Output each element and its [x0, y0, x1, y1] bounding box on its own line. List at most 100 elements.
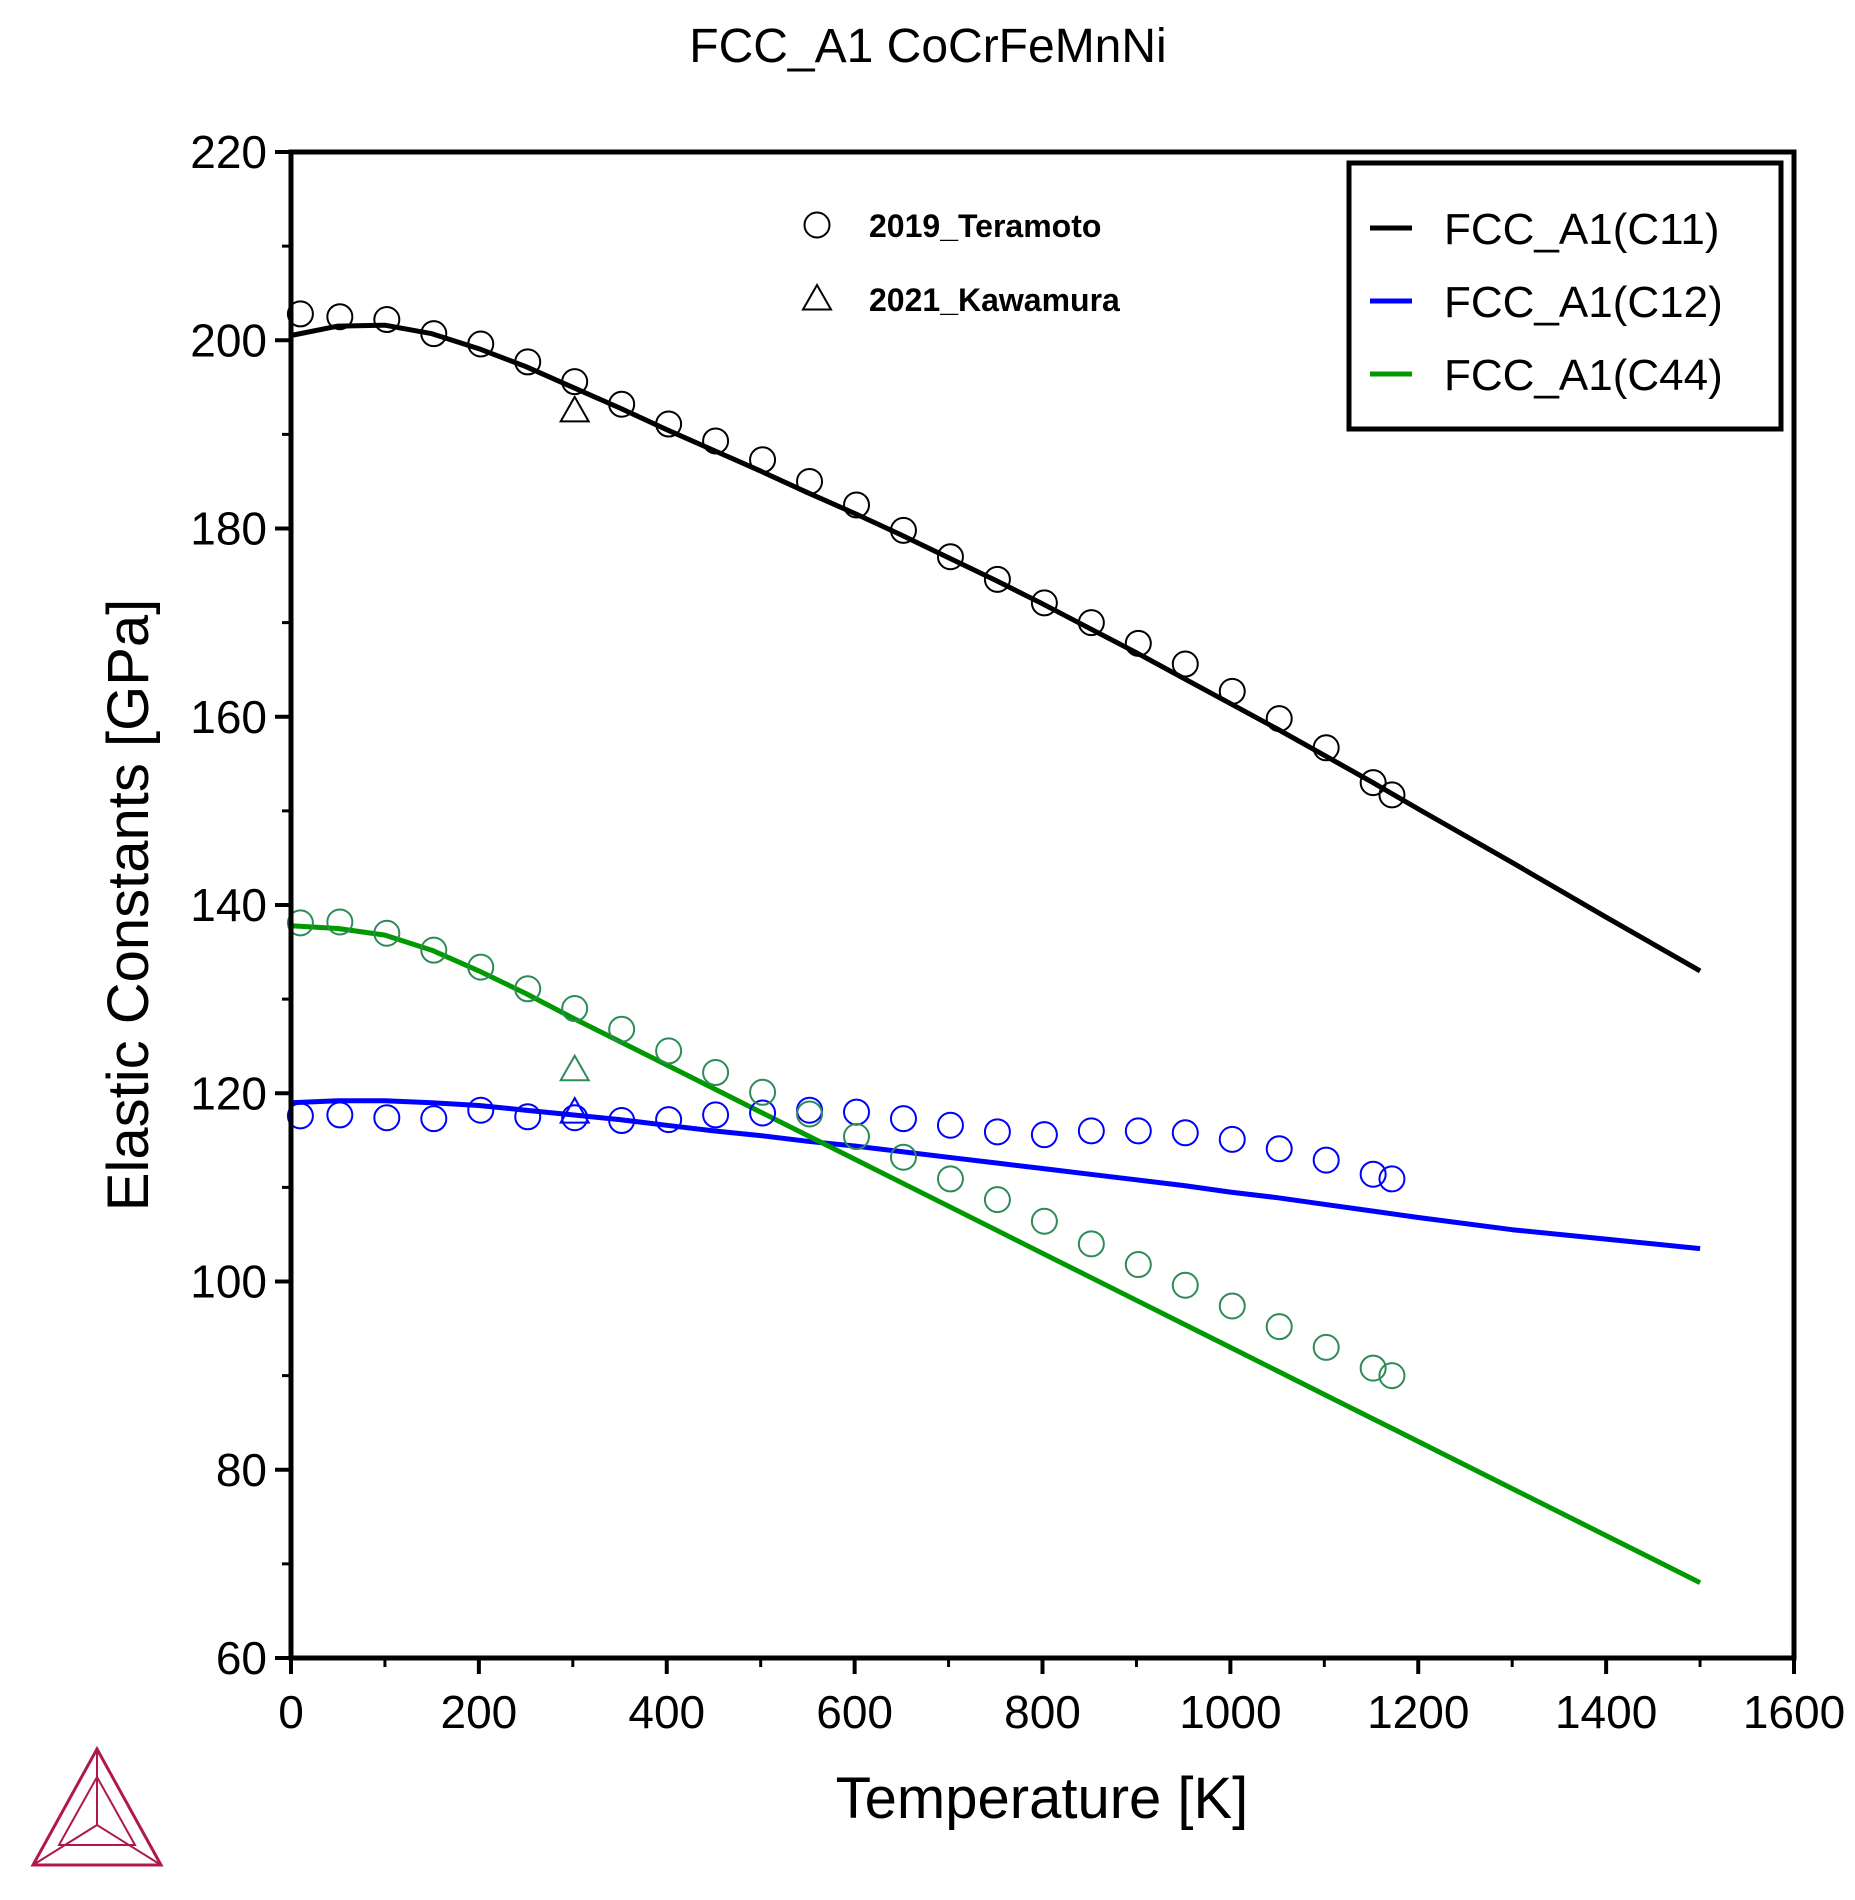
data-point-circle — [326, 303, 354, 331]
data-point-circle — [286, 909, 314, 937]
data-point-circle — [749, 1099, 777, 1127]
data-point-circle — [326, 1101, 354, 1129]
x-tick-label: 200 — [441, 1686, 518, 1738]
series-layer — [290, 322, 1702, 1585]
y-axis-label: Elastic Constants [GPa] — [96, 599, 161, 1211]
data-point-circle — [796, 467, 824, 495]
data-point-circle — [1265, 705, 1293, 733]
data-point-circle — [702, 1101, 730, 1129]
data-point-circle — [1359, 1160, 1387, 1188]
logo-line — [32, 1824, 98, 1866]
series-line-1 — [290, 1098, 1701, 1252]
data-point-circle — [608, 1107, 636, 1135]
legend-box — [1346, 160, 1784, 432]
data-point-circle — [286, 1102, 314, 1130]
data-point-circle — [843, 1098, 871, 1126]
legend-label: FCC_A1(C11) — [1444, 205, 1719, 254]
y-tick-label: 140 — [190, 879, 267, 931]
y-tick-label: 200 — [190, 314, 267, 366]
data-point-circle — [983, 1186, 1011, 1214]
data-point-circle — [702, 1059, 730, 1087]
data-point-circle — [1359, 769, 1387, 797]
series-line-0 — [290, 322, 1702, 974]
data-point-circle — [1218, 1292, 1246, 1320]
data-point-circle — [1359, 1354, 1387, 1382]
logo-inner-triangle — [57, 1774, 137, 1846]
data-point-circle — [1030, 589, 1058, 617]
data-point-circle — [749, 1078, 777, 1106]
legend-label: FCC_A1(C12) — [1444, 278, 1723, 327]
data-point-circle — [373, 919, 401, 947]
data-point-circle — [1030, 1207, 1058, 1235]
ref-legend-symbol — [801, 282, 833, 311]
marker-layer — [286, 300, 1406, 1390]
legend-label: FCC_A1(C44) — [1444, 351, 1723, 400]
x-tick-label: 800 — [1004, 1686, 1081, 1738]
data-point-triangle — [558, 1053, 591, 1082]
data-point-circle — [655, 1106, 683, 1134]
y-tick-label: 100 — [190, 1256, 267, 1308]
data-point-circle — [936, 543, 964, 571]
data-point-circle — [796, 1100, 824, 1128]
thermo-calc-logo — [30, 1745, 164, 1867]
data-point-circle — [1378, 1165, 1406, 1193]
y-tick-label: 80 — [216, 1444, 267, 1496]
data-point-circle — [467, 1096, 495, 1124]
reference-legend: 2019_Teramoto 2021_Kawamura — [801, 208, 1120, 318]
data-point-circle — [1171, 1271, 1199, 1299]
data-point-circle — [749, 446, 777, 474]
x-tick-label: 1000 — [1179, 1686, 1281, 1738]
data-point-circle — [561, 995, 589, 1023]
data-point-circle — [467, 953, 495, 981]
data-point-circle — [936, 1111, 964, 1139]
x-tick-label: 1200 — [1367, 1686, 1469, 1738]
data-point-circle — [1077, 1230, 1105, 1258]
data-point-circle — [1077, 609, 1105, 637]
legend: FCC_A1(C11) FCC_A1(C12) FCC_A1(C44) — [1346, 160, 1784, 432]
y-tick-label: 180 — [190, 503, 267, 555]
logo-outer-triangle — [30, 1745, 164, 1867]
data-point-circle — [1171, 1119, 1199, 1147]
data-point-circle — [936, 1165, 964, 1193]
data-point-circle — [1265, 1135, 1293, 1163]
data-point-circle — [514, 975, 542, 1003]
data-point-circle — [373, 306, 401, 334]
data-point-circle — [561, 368, 589, 396]
ref-legend-label: 2021_Kawamura — [869, 282, 1120, 318]
data-point-circle — [889, 1105, 917, 1133]
y-tick-label: 120 — [190, 1067, 267, 1119]
y-tick-label: 160 — [190, 691, 267, 743]
data-point-circle — [420, 1105, 448, 1133]
legend-entries: FCC_A1(C11) FCC_A1(C12) FCC_A1(C44) — [1370, 205, 1723, 400]
data-point-circle — [843, 491, 871, 519]
data-point-circle — [1218, 677, 1246, 705]
ref-legend-label: 2019_Teramoto — [869, 208, 1101, 244]
series-line-2 — [290, 923, 1702, 1585]
data-point-circle — [1030, 1121, 1058, 1149]
data-point-circle — [1378, 1362, 1406, 1390]
data-point-circle — [420, 936, 448, 964]
x-axis-label: Temperature [K] — [836, 1766, 1249, 1831]
x-tick-label: 1600 — [1743, 1686, 1845, 1738]
y-tick-label: 60 — [216, 1632, 267, 1684]
data-point-circle — [1124, 1117, 1152, 1145]
data-point-circle — [1077, 1117, 1105, 1145]
data-point-triangle — [558, 394, 591, 423]
x-tick-label: 1400 — [1555, 1686, 1657, 1738]
y-ticks: 60 80 100 120 140 160 180 200 220 — [190, 126, 291, 1684]
x-ticks: 0 200 400 600 800 1000 1200 1400 1600 — [278, 1658, 1845, 1738]
data-point-triangle — [558, 1096, 591, 1124]
data-point-circle — [286, 300, 314, 328]
x-tick-label: 600 — [816, 1686, 893, 1738]
data-point-circle — [373, 1104, 401, 1132]
data-point-circle — [608, 390, 636, 418]
data-point-circle — [889, 516, 917, 544]
data-point-circle — [655, 1037, 683, 1065]
logo-line — [96, 1824, 162, 1866]
data-point-circle — [1171, 650, 1199, 678]
data-point-circle — [1312, 1333, 1340, 1361]
data-point-circle — [1312, 1146, 1340, 1174]
data-point-circle — [702, 427, 730, 455]
ref-legend-symbol — [803, 211, 831, 239]
